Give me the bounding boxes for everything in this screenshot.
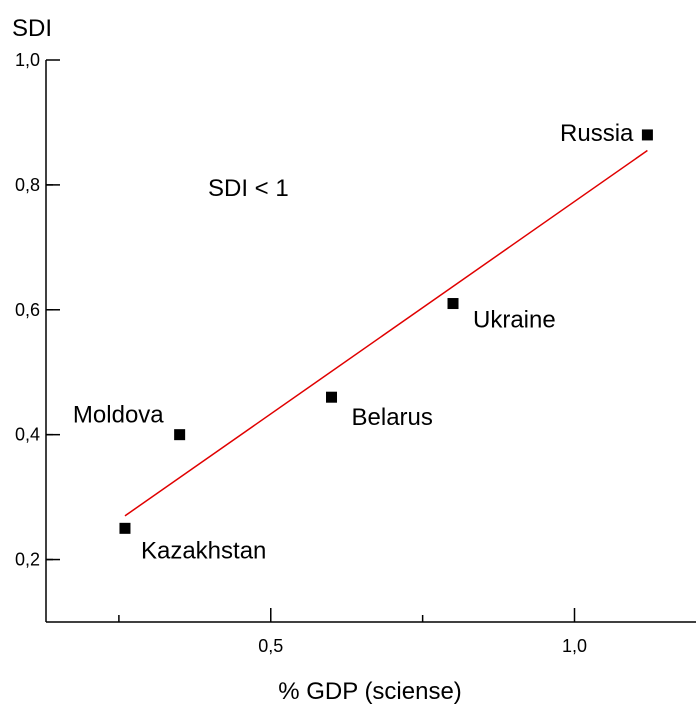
point-label-russia: Russia [560,120,634,147]
annotation-text: SDI < 1 [208,175,289,202]
point-label-kazakhstan: Kazakhstan [141,537,266,564]
point-label-moldova: Moldova [73,402,164,429]
trendline [124,149,648,517]
data-point-kazakhstan [119,522,131,534]
point-label-belarus: Belarus [352,404,433,431]
y-tick-label: 0,8 [15,175,40,195]
y-tick-label: 0,6 [15,300,40,320]
point-label-ukraine: Ukraine [473,307,556,334]
x-tick-label: 1,0 [562,636,587,656]
trendline-group [124,149,648,517]
y-tick-label: 0,4 [15,425,40,445]
y-tick-label: 1,0 [15,50,40,70]
x-axis-title: % GDP (sciense) [278,678,462,705]
y-axis-title: SDI [12,15,52,42]
data-point-ukraine [447,298,459,310]
data-point-moldova [174,429,186,441]
data-point-belarus [326,391,338,403]
x-tick-label: 0,5 [258,636,283,656]
y-tick-label: 0,2 [15,550,40,570]
ticks: 0,2 0,4 0,6 0,8 1,0 0,5 1,0 [15,50,587,656]
labels-group: Kazakhstan Moldova Belarus Ukraine Russia [73,120,634,564]
points-group [119,129,653,534]
data-point-russia [641,129,653,141]
axes [45,60,696,623]
